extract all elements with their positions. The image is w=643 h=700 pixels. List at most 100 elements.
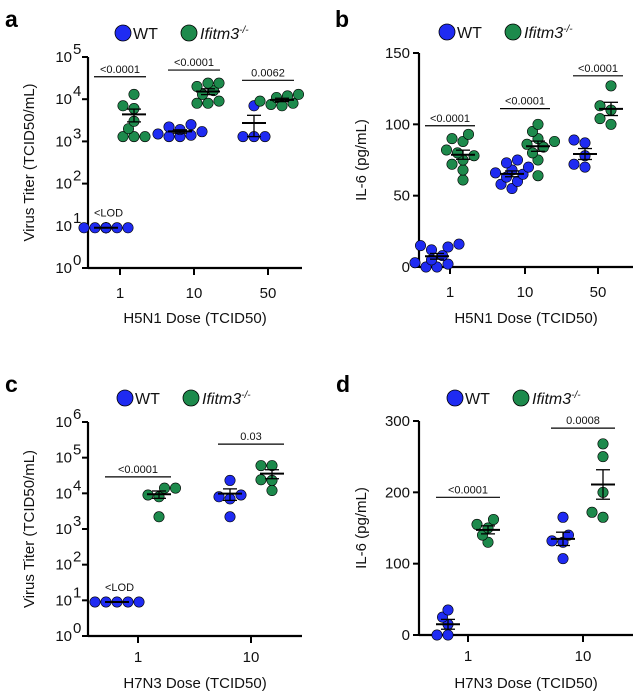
- legend-label-ko-name: Ifitm3: [524, 25, 563, 42]
- data-point-ko: [170, 482, 182, 494]
- y-tick-exponent: 2: [73, 168, 81, 185]
- y-tick-base: 10: [55, 557, 72, 574]
- data-point-ko: [255, 474, 267, 486]
- data-point-wt: [442, 258, 454, 270]
- data-point-ko: [487, 513, 499, 525]
- data-point-wt: [442, 604, 454, 616]
- legend-label-ko-sup: -/-: [241, 390, 251, 401]
- y-tick-label: 10: [55, 628, 72, 645]
- legend-marker-ko: [182, 389, 200, 407]
- y-tick-base: 10: [55, 176, 72, 193]
- y-axis-title: IL-6 (pg/mL): [353, 487, 370, 569]
- data-point-ko: [117, 131, 129, 143]
- x-tick-label: 1: [446, 284, 454, 301]
- data-point-ko: [159, 482, 171, 494]
- legend-label-wt: WT: [133, 26, 158, 43]
- data-point-wt: [224, 511, 236, 523]
- x-tick-label: 10: [186, 285, 203, 302]
- data-point-wt: [568, 158, 580, 170]
- data-point-ko: [128, 88, 140, 100]
- p-value-label: <0.0001: [578, 63, 618, 75]
- data-point-ko: [139, 131, 151, 143]
- y-tick-label: 10: [55, 260, 72, 277]
- y-tick-base: 10: [55, 49, 72, 66]
- panel-letter: c: [5, 371, 18, 397]
- x-axis-title: H7N3 Dose (TCID50): [123, 675, 266, 692]
- p-value-label: <0.0001: [118, 464, 158, 476]
- data-point-ko: [213, 95, 225, 107]
- legend-label-ko: Ifitm3-/-: [524, 24, 573, 42]
- legend-marker-wt: [116, 389, 134, 407]
- data-point-ko: [597, 451, 609, 463]
- data-point-wt: [442, 629, 454, 641]
- data-point-ko: [605, 118, 617, 130]
- y-tick-label: 10: [55, 414, 72, 431]
- y-tick-label: 10: [55, 91, 72, 108]
- data-point-wt: [185, 119, 197, 131]
- x-tick-label: 50: [590, 284, 607, 301]
- legend-label-ko: Ifitm3-/-: [200, 25, 249, 43]
- p-value-label: 0.03: [240, 431, 261, 443]
- y-tick-base: 10: [55, 218, 72, 235]
- y-tick-exponent: 5: [73, 442, 81, 459]
- data-point-ko: [266, 485, 278, 497]
- y-tick-label: 0: [402, 259, 410, 276]
- data-point-ko: [191, 80, 203, 92]
- x-tick-label: 10: [517, 284, 534, 301]
- p-value-label: <0.0001: [448, 484, 488, 496]
- y-tick-base: 10: [55, 414, 72, 431]
- y-tick-base: 0: [402, 627, 410, 644]
- x-tick-label: 10: [575, 648, 592, 665]
- y-tick-exponent: 1: [73, 210, 81, 227]
- data-point-wt: [568, 134, 580, 146]
- y-tick-label: 50: [393, 188, 410, 205]
- y-tick-exponent: 4: [73, 477, 81, 494]
- y-tick-label: 10: [55, 592, 72, 609]
- y-tick-base: 0: [402, 259, 410, 276]
- data-point-ko: [440, 144, 452, 156]
- y-tick-label: 10: [55, 450, 72, 467]
- y-tick-exponent: 6: [73, 406, 81, 423]
- p-value-label: <0.0001: [100, 64, 140, 76]
- legend-marker-wt: [438, 23, 456, 41]
- x-tick-label: 1: [134, 649, 142, 666]
- y-tick-exponent: 4: [73, 83, 81, 100]
- y-tick-label: 100: [385, 116, 410, 133]
- y-tick-label: 200: [385, 484, 410, 501]
- y-tick-base: 10: [55, 521, 72, 538]
- data-point-wt: [224, 474, 236, 486]
- x-tick-label: 10: [243, 649, 260, 666]
- y-tick-label: 0: [402, 627, 410, 644]
- panel-a: aWT Ifitm3-/-10 010 110 210 310 410 51 10 50H5N1 …: [5, 6, 304, 327]
- data-point-wt: [557, 553, 569, 565]
- data-point-ko: [254, 95, 266, 107]
- y-tick-base: 50: [393, 188, 410, 205]
- y-tick-exponent: 3: [73, 125, 81, 142]
- legend-label-ko: Ifitm3-/-: [532, 390, 581, 408]
- y-tick-base: 10: [55, 260, 72, 277]
- y-tick-exponent: 0: [73, 620, 81, 637]
- data-point-wt: [557, 511, 569, 523]
- data-point-wt: [579, 137, 591, 149]
- data-point-wt: [89, 596, 101, 608]
- data-point-ko: [521, 138, 533, 150]
- data-point-wt: [431, 629, 443, 641]
- data-point-ko: [548, 135, 560, 147]
- y-axis-title: Virus Titer (TCID50/mL): [21, 83, 38, 241]
- y-tick-base: 10: [55, 133, 72, 150]
- data-point-ko: [255, 460, 267, 472]
- data-point-ko: [597, 438, 609, 450]
- legend-label-wt: WT: [135, 391, 160, 408]
- data-point-ko: [446, 158, 458, 170]
- legend-marker-ko: [180, 24, 198, 42]
- x-tick-label: 1: [116, 285, 124, 302]
- data-point-wt: [442, 241, 454, 253]
- data-point-ko: [123, 123, 135, 135]
- data-point-wt: [546, 535, 558, 547]
- y-tick-base: 300: [385, 413, 410, 430]
- data-point-ko: [191, 97, 203, 109]
- panel-d: d WT Ifitm3-/- 0 100 200 300 1 10 H7N3 Dose (TCID…: [336, 371, 633, 692]
- y-tick-base: 100: [385, 556, 410, 573]
- y-tick-exponent: 5: [73, 41, 81, 58]
